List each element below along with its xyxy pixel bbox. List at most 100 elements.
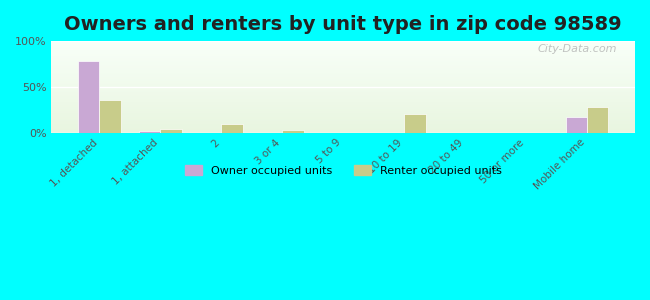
Bar xyxy=(0,74,650,75)
Bar xyxy=(0,46,650,47)
Bar xyxy=(0,66,650,67)
Bar xyxy=(0,61,650,62)
Bar xyxy=(0,90,650,91)
Bar xyxy=(0,126,650,127)
Bar xyxy=(0,63,650,64)
Bar xyxy=(0,96,650,97)
Bar xyxy=(0,69,650,70)
Bar xyxy=(0,99,650,100)
Bar xyxy=(0,131,650,132)
Bar xyxy=(0,72,650,73)
Bar xyxy=(78,61,99,133)
Bar xyxy=(0,64,650,65)
Bar xyxy=(0,100,650,101)
Bar xyxy=(0,48,650,49)
Bar xyxy=(0,125,650,126)
Bar xyxy=(0,67,650,68)
Bar xyxy=(0,107,650,108)
Bar xyxy=(0,111,650,112)
Bar xyxy=(0,75,650,76)
Bar xyxy=(0,44,650,45)
Bar xyxy=(161,129,181,133)
Bar xyxy=(0,45,650,46)
Bar xyxy=(0,65,650,66)
Bar xyxy=(0,132,650,133)
Bar xyxy=(0,58,650,59)
Bar xyxy=(0,52,650,53)
Bar xyxy=(0,119,650,120)
Bar xyxy=(0,77,650,78)
Bar xyxy=(0,47,650,48)
Bar xyxy=(0,97,650,98)
Bar xyxy=(0,101,650,102)
Bar xyxy=(0,102,650,103)
Bar xyxy=(0,89,650,90)
Bar xyxy=(0,114,650,115)
Legend: Owner occupied units, Renter occupied units: Owner occupied units, Renter occupied un… xyxy=(181,160,506,180)
Bar xyxy=(0,70,650,71)
Bar xyxy=(0,84,650,85)
Bar xyxy=(404,114,426,133)
Bar xyxy=(0,68,650,69)
Bar xyxy=(0,115,650,116)
Bar xyxy=(0,86,650,87)
Bar xyxy=(0,92,650,93)
Bar xyxy=(0,49,650,50)
Bar xyxy=(0,103,650,104)
Bar xyxy=(0,88,650,89)
Bar xyxy=(0,54,650,55)
Bar xyxy=(0,79,650,80)
Bar xyxy=(0,127,650,128)
Bar xyxy=(0,129,650,130)
Bar xyxy=(0,73,650,74)
Bar xyxy=(0,118,650,119)
Bar xyxy=(0,80,650,81)
Bar xyxy=(0,113,650,114)
Bar xyxy=(566,117,587,133)
Bar xyxy=(0,55,650,56)
Bar xyxy=(0,109,650,110)
Bar xyxy=(0,95,650,96)
Bar xyxy=(0,57,650,58)
Bar xyxy=(0,98,650,99)
Bar xyxy=(0,94,650,95)
Bar xyxy=(0,128,650,129)
Bar xyxy=(0,112,650,113)
Bar xyxy=(0,120,650,121)
Bar xyxy=(0,108,650,109)
Bar xyxy=(0,93,650,94)
Bar xyxy=(0,123,650,124)
Bar xyxy=(0,81,650,82)
Bar xyxy=(0,62,650,63)
Bar xyxy=(0,41,650,42)
Bar xyxy=(0,83,650,84)
Bar xyxy=(0,82,650,83)
Bar xyxy=(0,60,650,61)
Bar xyxy=(587,107,608,133)
Bar xyxy=(0,130,650,131)
Bar xyxy=(0,105,650,106)
Bar xyxy=(0,56,650,57)
Bar xyxy=(0,53,650,54)
Bar xyxy=(0,59,650,60)
Bar xyxy=(0,78,650,79)
Bar xyxy=(139,131,161,133)
Bar xyxy=(0,124,650,125)
Bar xyxy=(0,106,650,107)
Bar xyxy=(0,100,650,101)
Text: City-Data.com: City-Data.com xyxy=(538,44,617,54)
Bar xyxy=(0,104,650,105)
Bar xyxy=(0,50,650,51)
Bar xyxy=(0,117,650,118)
Bar xyxy=(0,43,650,44)
Bar xyxy=(0,91,650,92)
Bar xyxy=(221,124,242,133)
Bar xyxy=(0,121,650,122)
Title: Owners and renters by unit type in zip code 98589: Owners and renters by unit type in zip c… xyxy=(64,15,622,34)
Bar xyxy=(0,85,650,86)
Bar xyxy=(0,122,650,123)
Bar xyxy=(0,87,650,88)
Bar xyxy=(99,100,121,133)
Bar xyxy=(0,110,650,111)
Bar xyxy=(0,71,650,72)
